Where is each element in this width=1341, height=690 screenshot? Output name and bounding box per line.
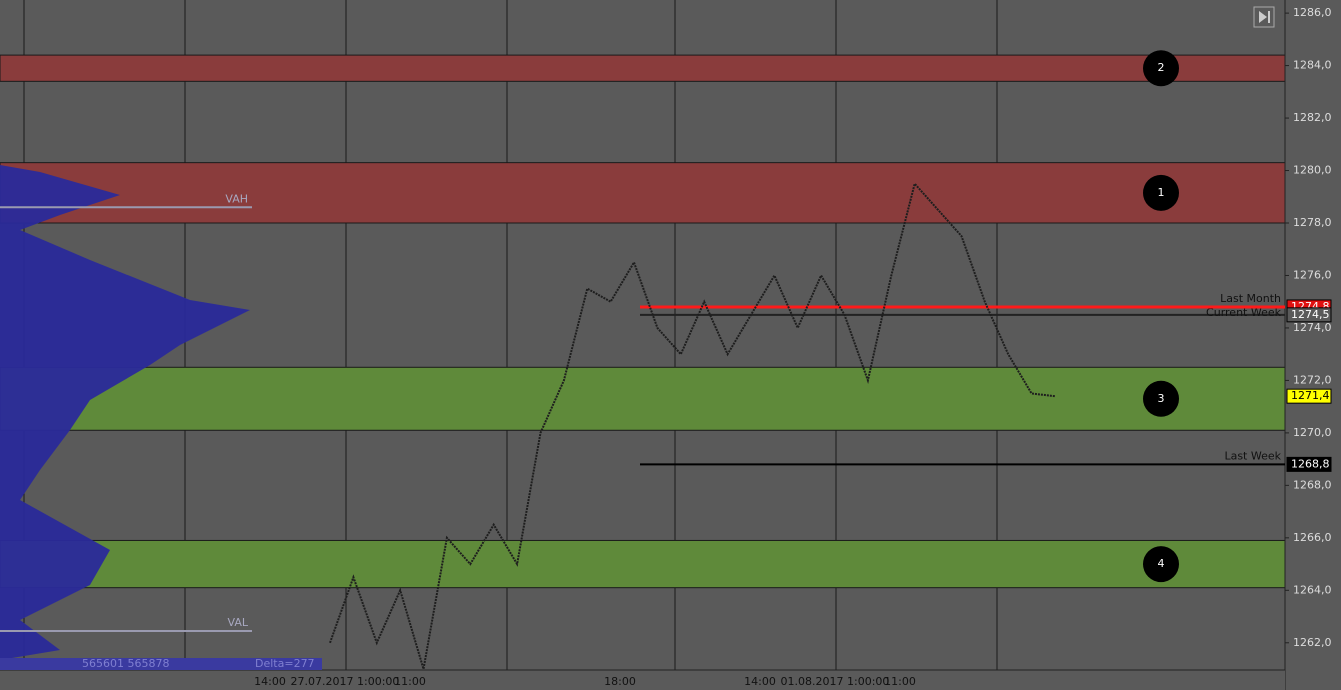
price-axis [1285,0,1341,690]
price-line [329,181,1056,670]
scroll-end-button[interactable] [1253,6,1275,28]
x-tick-label: 11:00 [394,675,426,688]
zone [0,539,1286,589]
profile-text: 565601 565878 [82,657,169,670]
x-tick-label: 11:00 [884,675,916,688]
x-tick-label: 14:00 [254,675,286,688]
y-tick-label: 1262,0 [1293,636,1332,649]
price-tag-label: 1268,8 [1291,457,1330,470]
zone-badge [1143,50,1179,87]
y-tick-label: 1278,0 [1293,216,1332,229]
price-tag-label: 1274,5 [1291,308,1330,321]
y-tick-label: 1274,0 [1293,321,1332,334]
y-tick-label: 1286,0 [1293,6,1332,19]
time-axis [0,670,1285,690]
y-tick-label: 1266,0 [1293,531,1332,544]
price-tag [1286,307,1332,323]
y-tick-label: 1282,0 [1293,111,1332,124]
level-label: Current Week [1206,306,1282,319]
y-tick-label: 1264,0 [1293,583,1332,596]
zone [0,162,1286,224]
level-label: Last Month [1220,292,1281,305]
level-label: VAL [228,616,249,629]
zone-badge [1143,174,1179,211]
zone-label: 1 [1158,186,1165,199]
price-tag-label: 1271,4 [1291,389,1330,402]
price-tag [1286,388,1332,404]
zone-label: 3 [1158,392,1165,405]
profile-info-box [0,658,322,670]
level-label: Last Week [1224,449,1281,462]
zone-badge [1143,380,1179,417]
x-tick-label: 18:00 [604,675,636,688]
x-tick-label: 01.08.2017 1:00:00 [781,675,890,688]
delta-text: Delta=277 [255,657,315,670]
price-tag [1286,456,1332,472]
zone [0,366,1286,431]
x-tick-label: 27.07.2017 1:00:00 [291,675,400,688]
y-tick-label: 1270,0 [1293,426,1332,439]
x-tick-label: 14:00 [744,675,776,688]
y-tick-label: 1272,0 [1293,373,1332,386]
y-tick-label: 1268,0 [1293,478,1332,491]
zone-label: 4 [1158,557,1165,570]
zone-badge [1143,546,1179,583]
scroll-end-icon [1259,11,1270,23]
zone-label: 2 [1158,61,1165,74]
y-tick-label: 1280,0 [1293,164,1332,177]
y-tick-label: 1276,0 [1293,268,1332,281]
y-tick-label: 1284,0 [1293,59,1332,72]
zone [0,54,1286,82]
level-label: VAH [225,192,248,205]
volume-profile [0,165,250,660]
